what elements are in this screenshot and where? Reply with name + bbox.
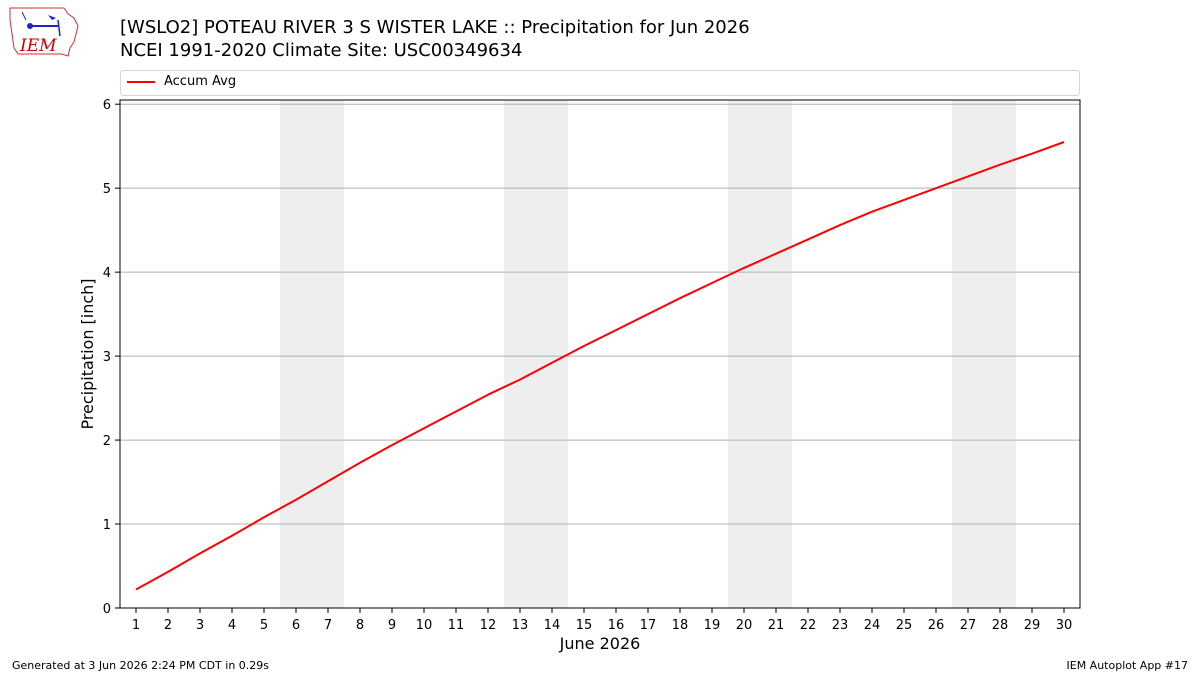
x-tick-label-10: 10 bbox=[416, 618, 433, 633]
x-tick-label-14: 14 bbox=[544, 618, 561, 633]
x-tick-label-30: 30 bbox=[1056, 618, 1073, 633]
x-tick-label-4: 4 bbox=[228, 618, 236, 633]
x-tick-label-27: 27 bbox=[960, 618, 977, 633]
y-tick-label-2: 2 bbox=[103, 434, 111, 449]
x-tick-label-5: 5 bbox=[260, 618, 268, 633]
iem-logo: IEM bbox=[6, 4, 82, 60]
footer-generated: Generated at 3 Jun 2026 2:24 PM CDT in 0… bbox=[12, 659, 270, 672]
x-tick-label-17: 17 bbox=[640, 618, 657, 633]
x-tick-label-29: 29 bbox=[1024, 618, 1041, 633]
x-tick-label-26: 26 bbox=[928, 618, 945, 633]
x-tick-label-23: 23 bbox=[832, 618, 849, 633]
x-tick-label-1: 1 bbox=[132, 618, 140, 633]
x-axis-label: June 2026 bbox=[559, 634, 641, 653]
x-tick-label-11: 11 bbox=[448, 618, 465, 633]
x-tick-label-19: 19 bbox=[704, 618, 721, 633]
y-tick-label-1: 1 bbox=[103, 518, 111, 533]
x-tick-label-22: 22 bbox=[800, 618, 817, 633]
x-tick-label-7: 7 bbox=[324, 618, 332, 633]
y-tick-label-3: 3 bbox=[103, 350, 111, 365]
weekend-shade-4 bbox=[952, 100, 1016, 608]
weekend-shade-3 bbox=[728, 100, 792, 608]
x-tick-label-25: 25 bbox=[896, 618, 913, 633]
x-tick-label-16: 16 bbox=[608, 618, 625, 633]
x-tick-label-8: 8 bbox=[356, 618, 364, 633]
y-tick-label-0: 0 bbox=[103, 602, 111, 617]
x-tick-label-24: 24 bbox=[864, 618, 881, 633]
footer-app-id: IEM Autoplot App #17 bbox=[1066, 659, 1189, 672]
x-tick-label-18: 18 bbox=[672, 618, 689, 633]
iem-iowa-logo-icon: IEM bbox=[9, 7, 79, 57]
x-tick-label-12: 12 bbox=[480, 618, 497, 633]
x-tick-label-9: 9 bbox=[388, 618, 396, 633]
legend-swatch-accum-avg bbox=[127, 81, 155, 83]
weekend-shade-2 bbox=[504, 100, 568, 608]
chart-title: [WSLO2] POTEAU RIVER 3 S WISTER LAKE :: … bbox=[120, 17, 750, 38]
x-tick-label-13: 13 bbox=[512, 618, 529, 633]
x-tick-label-15: 15 bbox=[576, 618, 593, 633]
logo-text: IEM bbox=[19, 36, 57, 56]
plot-frame bbox=[119, 99, 1081, 609]
series-line-accum-avg bbox=[135, 141, 1065, 591]
y-axis-label: Precipitation [inch] bbox=[78, 278, 97, 429]
chart-subtitle: NCEI 1991-2020 Climate Site: USC00349634 bbox=[120, 40, 523, 61]
y-tick-label-4: 4 bbox=[103, 266, 111, 281]
x-tick-label-28: 28 bbox=[992, 618, 1009, 633]
legend-label-accum-avg: Accum Avg bbox=[164, 74, 237, 89]
weekend-shade-1 bbox=[280, 100, 344, 608]
x-tick-label-6: 6 bbox=[292, 618, 300, 633]
x-tick-label-20: 20 bbox=[736, 618, 753, 633]
x-tick-label-21: 21 bbox=[768, 618, 785, 633]
y-tick-label-5: 5 bbox=[103, 182, 111, 197]
x-tick-label-2: 2 bbox=[164, 618, 172, 633]
x-tick-label-3: 3 bbox=[196, 618, 204, 633]
y-tick-label-6: 6 bbox=[103, 98, 111, 113]
legend: Accum Avg bbox=[120, 70, 1080, 96]
